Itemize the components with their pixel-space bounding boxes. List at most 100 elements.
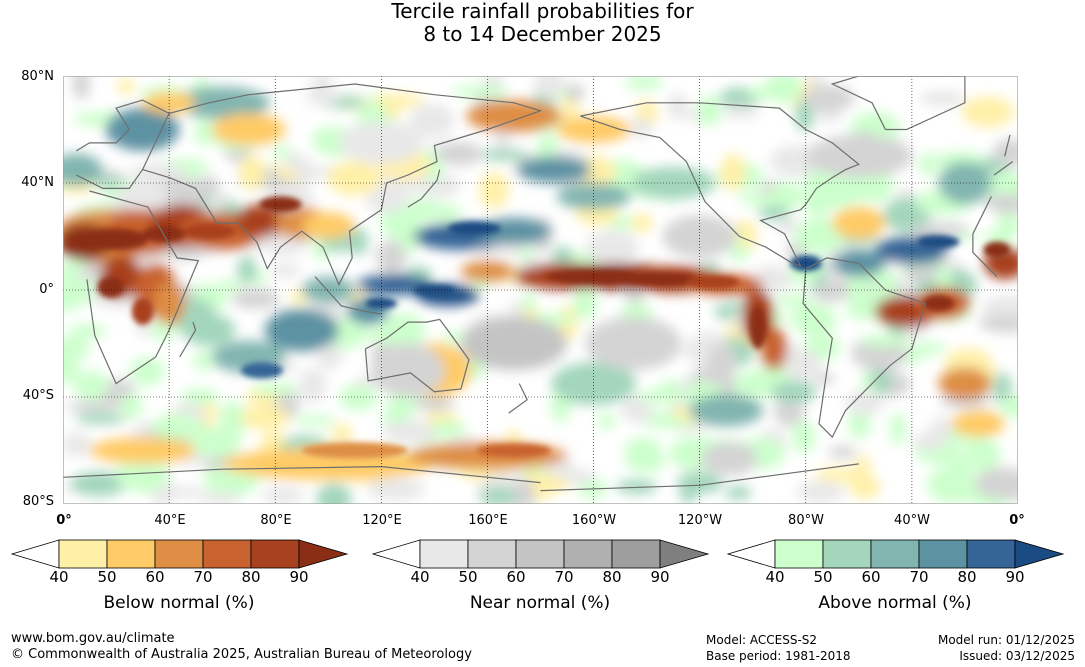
probability-area — [363, 104, 386, 127]
probability-area — [739, 193, 782, 206]
probability-area — [983, 241, 1011, 258]
colorbar-extend-high — [298, 539, 349, 569]
probability-area — [764, 76, 803, 104]
footer-copyright: © Commonwealth of Australia 2025, Austra… — [11, 647, 472, 662]
probability-area — [142, 92, 196, 114]
probability-area — [402, 198, 437, 219]
lat-label-80n: 80°N — [21, 69, 54, 84]
above-normal-colorbar — [727, 539, 1065, 569]
probability-area — [316, 483, 352, 504]
probability-area — [848, 474, 881, 499]
probability-area — [697, 95, 722, 127]
colorbar-tick-label: 80 — [241, 568, 261, 586]
probability-area — [93, 175, 122, 187]
footer-website[interactable]: www.bom.gov.au/climate — [11, 631, 175, 646]
probability-area — [327, 161, 381, 196]
above-normal-legend-title: Above normal (%) — [818, 593, 972, 613]
colorbar-segment — [515, 539, 565, 569]
probability-area — [460, 316, 568, 371]
probability-area — [310, 76, 334, 107]
colorbar-tick-label: 40 — [49, 568, 69, 586]
colorbar-tick-label: 40 — [765, 568, 785, 586]
probability-area — [63, 350, 80, 384]
coastline — [179, 321, 197, 358]
probability-area — [194, 118, 216, 146]
probability-area — [621, 394, 654, 424]
colorbar-extend-low — [727, 539, 776, 569]
probability-area — [130, 357, 165, 386]
probability-area — [437, 141, 483, 166]
colorbar-tick-label: 70 — [554, 568, 574, 586]
probability-area — [854, 455, 871, 475]
probability-area — [635, 390, 688, 404]
lat-label-40n: 40°N — [21, 175, 54, 190]
probability-area — [624, 76, 664, 91]
probability-area — [890, 412, 906, 446]
footer-model-run: Model run: 01/12/2025 — [937, 633, 1075, 647]
probability-area — [74, 412, 126, 425]
probability-area — [978, 315, 1018, 332]
probability-area — [662, 215, 737, 258]
probability-area — [182, 314, 236, 347]
colorbar-segment — [870, 539, 920, 569]
probability-area — [479, 149, 529, 161]
probability-area — [105, 108, 180, 151]
graticule — [63, 76, 1018, 504]
colorbar-segment — [611, 539, 661, 569]
probability-area — [365, 298, 398, 309]
probability-area — [859, 334, 911, 347]
probability-area — [211, 113, 286, 146]
coastline — [802, 257, 926, 439]
colorbar-segment — [918, 539, 968, 569]
probability-area — [301, 442, 408, 459]
probability-area — [119, 393, 143, 419]
probability-area — [551, 246, 574, 267]
probability-area — [240, 405, 290, 430]
probability-area — [294, 415, 337, 426]
probability-area — [259, 196, 302, 213]
probability-area — [193, 351, 214, 371]
colorbar-tick-label: 60 — [861, 568, 881, 586]
lat-label-40s: 40°S — [22, 388, 54, 403]
probability-area — [89, 437, 196, 464]
colorbar-segment — [563, 539, 613, 569]
colorbar-segment — [58, 539, 108, 569]
probability-area — [585, 316, 682, 371]
coastline — [407, 169, 441, 208]
probability-area — [773, 396, 805, 427]
probability-area — [240, 362, 284, 379]
probability-area — [451, 85, 509, 98]
probability-area — [964, 437, 1001, 473]
lon-label-80e: 80°E — [260, 513, 292, 528]
probability-area — [299, 368, 327, 403]
probability-area — [813, 372, 836, 384]
colorbar-extend-high — [659, 539, 710, 569]
probability-area — [628, 118, 654, 138]
probability-area — [686, 275, 740, 289]
probability-area — [707, 343, 737, 380]
probability-area — [938, 161, 992, 205]
probability-area — [72, 76, 90, 100]
probability-area — [231, 288, 281, 309]
probability-area — [791, 421, 816, 453]
colorbar-extend-low — [372, 539, 421, 569]
probability-area — [116, 183, 170, 210]
probability-area — [919, 152, 938, 177]
probability-area — [720, 153, 746, 191]
probability-area — [63, 432, 92, 457]
colorbar-tick-label: 60 — [506, 568, 526, 586]
probability-area — [190, 283, 219, 300]
probability-area — [382, 419, 441, 444]
near-normal-colorbar — [372, 539, 710, 569]
probability-area — [951, 410, 1005, 438]
probability-area — [443, 331, 467, 343]
colorbar-tick-label: 70 — [193, 568, 213, 586]
lon-label-40e: 40°E — [154, 513, 186, 528]
probability-area — [200, 427, 231, 445]
probability-area — [235, 204, 289, 237]
colorbar-tick-label: 80 — [957, 568, 977, 586]
probability-area — [791, 304, 837, 336]
probability-area — [476, 443, 552, 458]
probability-area — [63, 285, 82, 312]
coastline — [830, 76, 966, 131]
